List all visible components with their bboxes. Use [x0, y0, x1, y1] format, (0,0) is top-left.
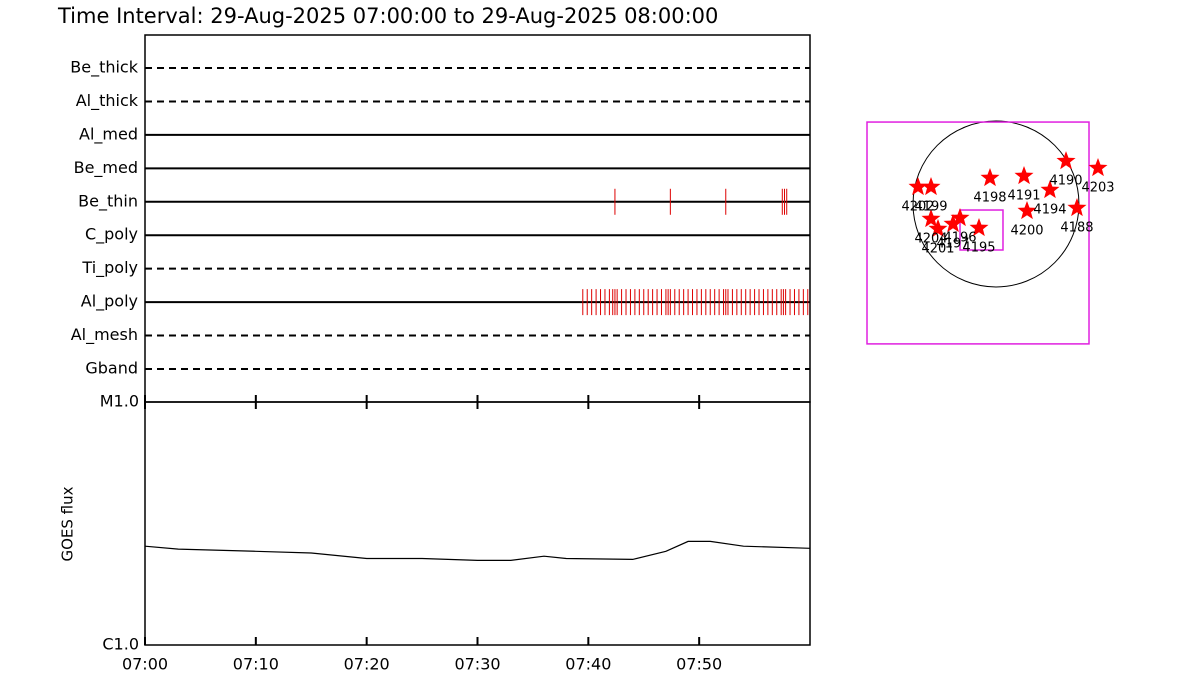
active-region-label: 4197 — [936, 236, 969, 251]
filter-panel-frame — [144, 34, 811, 403]
active-region-star — [1088, 158, 1108, 177]
active-region-star — [943, 214, 963, 233]
y-tick-label: M1.0 — [100, 392, 139, 411]
filter-label: Be_med — [74, 158, 138, 178]
active-region-star — [928, 219, 948, 238]
active-region-star — [1067, 198, 1087, 217]
active-region-star — [980, 168, 1000, 187]
active-region-star — [1056, 151, 1076, 170]
active-region-label: 4188 — [1060, 221, 1093, 236]
active-region-label: 4195 — [962, 241, 995, 256]
active-region-star — [1017, 201, 1037, 220]
filter-label: Al_mesh — [71, 325, 138, 345]
filter-label: Ti_poly — [81, 258, 138, 278]
active-region-star — [950, 208, 970, 227]
active-region-label: 4190 — [1049, 174, 1082, 189]
active-region-star — [908, 177, 928, 196]
filter-label: Be_thick — [70, 58, 138, 78]
active-region-star — [1014, 166, 1034, 185]
x-tick-label: 07:40 — [565, 655, 611, 674]
subfov-box — [959, 209, 1004, 251]
active-region-label: 4201 — [921, 241, 954, 256]
goes-panel-frame — [144, 401, 811, 646]
active-region-star — [921, 177, 941, 196]
active-region-label: 4200 — [1010, 223, 1043, 238]
active-region-label: 4191 — [1007, 188, 1040, 203]
y-axis-title: GOES flux — [59, 486, 77, 561]
x-tick-label: 07:00 — [122, 655, 168, 674]
goes-curve — [144, 540, 811, 561]
chart-title: Time Interval: 29-Aug-2025 07:00:00 to 2… — [57, 4, 718, 28]
active-region-label: 4202 — [901, 199, 934, 214]
active-region-label: 4199 — [914, 199, 947, 214]
active-region-label: 4196 — [943, 230, 976, 245]
x-tick-label: 07:20 — [344, 655, 390, 674]
filter-label: Be_thin — [78, 191, 138, 211]
filter-label: Al_thick — [76, 91, 139, 111]
active-region-label: 4204 — [914, 232, 947, 247]
filter-label: Gband — [85, 359, 138, 378]
active-region-label: 4194 — [1033, 203, 1066, 218]
active-region-label: 4198 — [973, 190, 1006, 205]
x-tick-label: 07:10 — [233, 655, 279, 674]
filter-label: Al_med — [79, 124, 138, 144]
active-region-star — [921, 209, 941, 228]
y-tick-label: C1.0 — [102, 635, 139, 654]
filter-label: C_poly — [85, 225, 138, 245]
active-region-star — [969, 218, 989, 237]
fov-box — [866, 121, 1090, 345]
x-tick-label: 07:30 — [454, 655, 500, 674]
filter-label: Al_poly — [81, 292, 138, 312]
x-tick-label: 07:50 — [676, 655, 722, 674]
active-region-label: 4203 — [1081, 181, 1114, 196]
active-region-star — [1040, 180, 1060, 199]
